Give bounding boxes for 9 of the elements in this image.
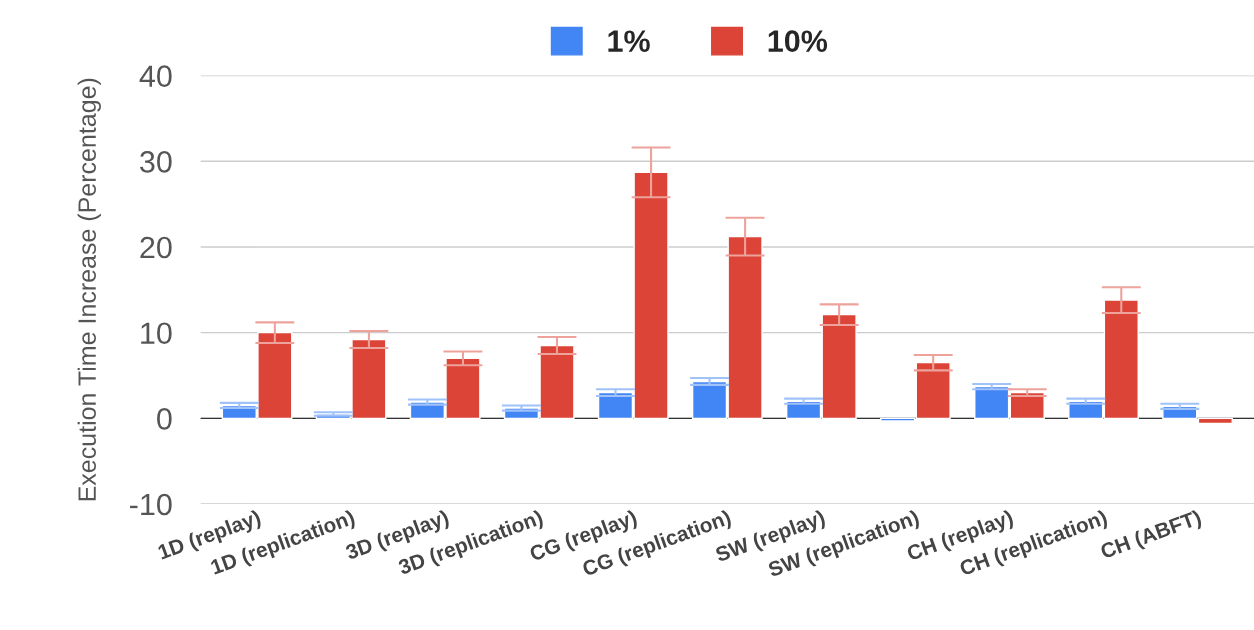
y-tick-label: 10 (141, 322, 172, 345)
legend-label: 10% (768, 30, 828, 52)
y-tick-label: 40 (139, 65, 172, 87)
y-tick-label: 20 (140, 236, 172, 259)
y-tick-label: -10 (130, 493, 172, 516)
y-tick-label: 30 (140, 151, 172, 173)
legend-label: 1% (608, 30, 650, 52)
y-tick-label: 0 (157, 408, 172, 430)
y-axis-title: Execution Time Increase (Percentage) (77, 78, 101, 501)
